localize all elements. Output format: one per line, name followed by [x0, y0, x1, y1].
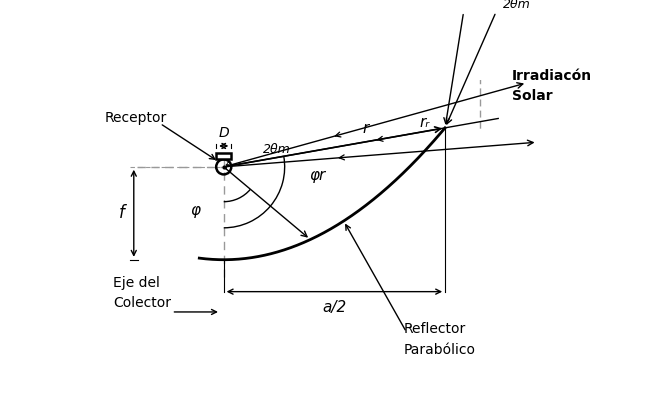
Text: 2θm: 2θm: [263, 143, 291, 156]
Text: Irradiacón: Irradiacón: [512, 69, 592, 83]
Text: Eje del: Eje del: [114, 276, 160, 290]
Bar: [216, 153, 231, 159]
Text: rᵣ: rᵣ: [419, 115, 430, 130]
Text: Colector: Colector: [114, 296, 172, 310]
Text: Reflector: Reflector: [403, 322, 466, 336]
Text: 2θm: 2θm: [503, 0, 531, 11]
Text: Solar: Solar: [512, 89, 552, 103]
Text: f: f: [224, 162, 228, 173]
Text: φ: φ: [190, 203, 200, 218]
Text: φr: φr: [309, 168, 325, 183]
Text: r: r: [362, 122, 369, 136]
Text: Parabólico: Parabólico: [403, 343, 476, 357]
Text: a/2: a/2: [322, 300, 347, 315]
Text: Receptor: Receptor: [105, 110, 167, 124]
Text: D: D: [218, 126, 229, 140]
Text: f: f: [119, 204, 125, 222]
